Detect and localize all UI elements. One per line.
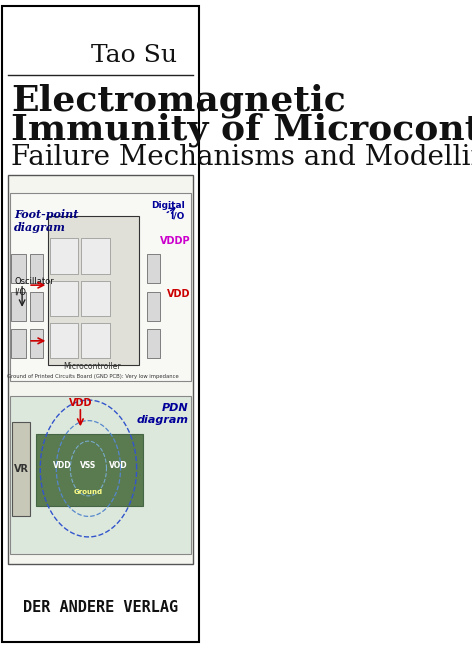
Bar [10, 193, 191, 381]
Text: DER ANDERE VERLAG: DER ANDERE VERLAG [23, 600, 178, 616]
Text: Electromagnetic: Electromagnetic [11, 83, 346, 118]
Bar [36, 434, 143, 506]
Text: VOD: VOD [109, 461, 128, 470]
Bar [12, 422, 30, 516]
Text: Ground of Printed Circuits Board (GND PCB): Very low impedance: Ground of Printed Circuits Board (GND PC… [7, 374, 178, 379]
Bar [11, 254, 26, 283]
Text: Tao Su: Tao Su [91, 43, 177, 67]
Bar [50, 238, 78, 274]
Text: Immunity of Microcontrollers:: Immunity of Microcontrollers: [11, 112, 472, 147]
Text: PDN
diagram: PDN diagram [137, 403, 189, 424]
Bar [10, 396, 191, 554]
Text: Ground: Ground [74, 489, 103, 496]
Bar [11, 329, 26, 358]
Bar [8, 175, 193, 564]
Bar [48, 216, 139, 365]
Text: VR: VR [14, 463, 29, 474]
Bar [30, 292, 43, 321]
Bar [50, 281, 78, 316]
Bar [147, 292, 160, 321]
Bar [50, 323, 78, 358]
Text: VSS: VSS [80, 461, 97, 470]
Text: VDD: VDD [68, 399, 92, 408]
Text: Foot-point
diagram: Foot-point diagram [14, 209, 78, 233]
Text: VDDP: VDDP [160, 236, 191, 246]
Bar [81, 323, 110, 358]
Bar [30, 329, 43, 358]
Bar [11, 292, 26, 321]
Text: Oscillator
I/O: Oscillator I/O [14, 277, 54, 297]
Bar [147, 329, 160, 358]
Text: VDD: VDD [53, 461, 72, 470]
Bar [147, 254, 160, 283]
Bar [81, 238, 110, 274]
Text: Digital
I/O: Digital I/O [151, 201, 185, 220]
Text: Failure Mechanisms and Modelling: Failure Mechanisms and Modelling [11, 144, 472, 171]
Text: VDD: VDD [168, 288, 191, 299]
Text: Microcontroller: Microcontroller [64, 362, 121, 371]
Bar [30, 254, 43, 283]
Bar [81, 281, 110, 316]
